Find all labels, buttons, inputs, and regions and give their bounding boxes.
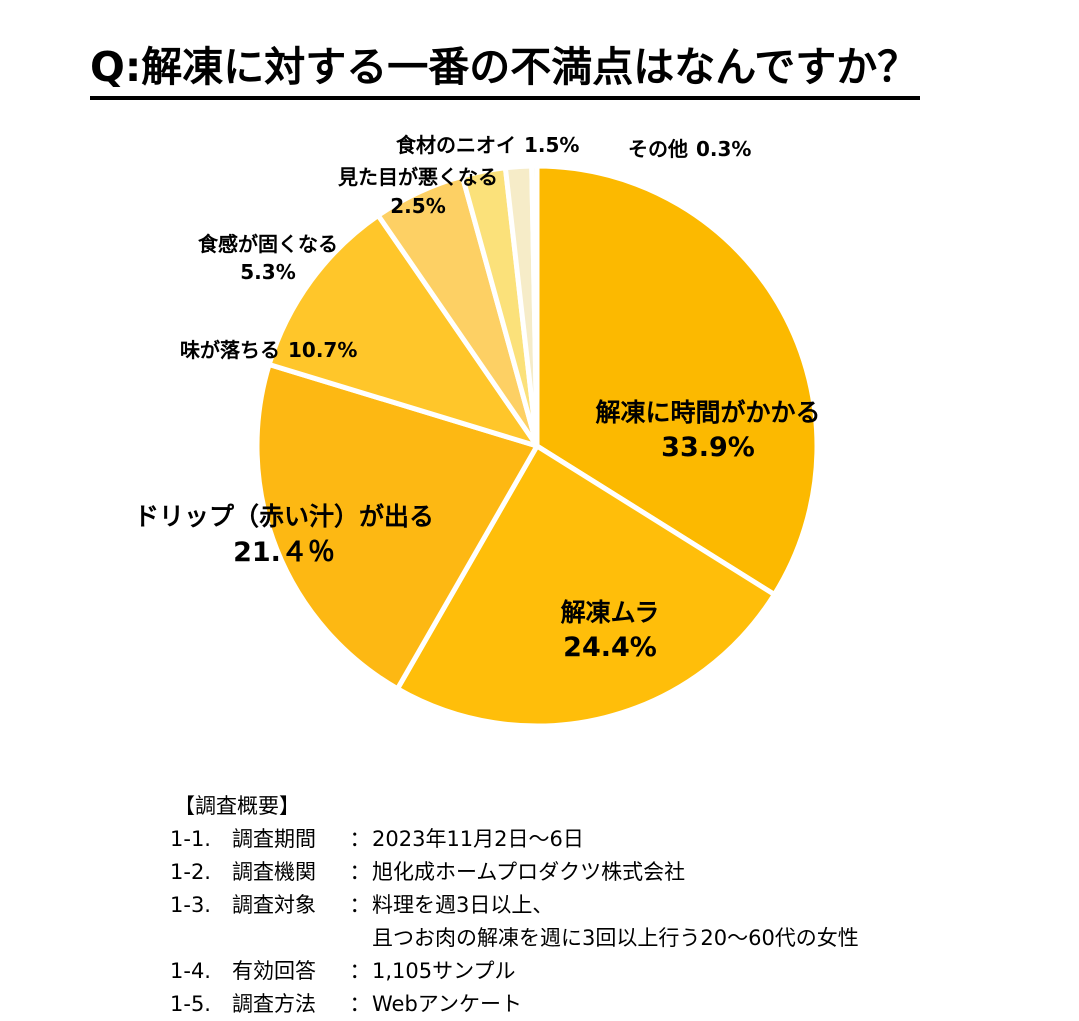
survey-row-organization: 1-2. 調査機関 ： 旭化成ホームプロダクツ株式会社 bbox=[170, 856, 970, 889]
label-slice-7: 食材のニオイ bbox=[396, 133, 516, 157]
label-slice-6: 見た目が悪くなる bbox=[338, 165, 498, 189]
pie-slice-3 bbox=[254, 362, 540, 692]
survey-row-num: 1-1. bbox=[170, 827, 211, 851]
value-slice-4: 10.7% bbox=[288, 338, 357, 362]
pie-chart: 解凍に時間がかかる 33.9% 解凍ムラ 24.4% ドリップ（赤い汁）が出る … bbox=[133, 133, 821, 729]
value-slice-3: 21.４％ bbox=[233, 537, 335, 568]
survey-row-responses: 1-4. 有効回答 ： 1,105サンプル bbox=[170, 955, 970, 988]
survey-row-value: 1,105サンプル bbox=[372, 959, 516, 983]
survey-row-colon: ： bbox=[349, 992, 371, 1016]
value-slice-2: 24.4% bbox=[563, 632, 657, 663]
label-slice-5: 食感が固くなる bbox=[198, 232, 338, 256]
survey-row-value: Webアンケート bbox=[372, 992, 522, 1016]
survey-heading: 【調査概要】 bbox=[174, 794, 300, 818]
pie-slice-8 bbox=[529, 163, 540, 449]
survey-row-colon: ： bbox=[349, 827, 371, 851]
survey-row-colon: ： bbox=[349, 959, 371, 983]
survey-row-period: 1-1. 調査期間 ： 2023年11月2日～6日 bbox=[170, 823, 970, 856]
survey-row-value: 旭化成ホームプロダクツ株式会社 bbox=[372, 860, 686, 884]
label-slice-3: ドリップ（赤い汁）が出る bbox=[134, 502, 434, 531]
survey-summary: 【調査概要】 1-1. 調査期間 ： 2023年11月2日～6日 1-2. 調査… bbox=[170, 790, 970, 1021]
survey-row-value: 料理を週3日以上、 bbox=[372, 893, 554, 917]
value-slice-8: 0.3% bbox=[696, 137, 751, 161]
value-slice-5: 5.3% bbox=[240, 260, 295, 284]
survey-row-colon: ： bbox=[349, 860, 371, 884]
pie-slice-2 bbox=[395, 443, 777, 729]
value-slice-1: 33.9% bbox=[661, 432, 755, 463]
chart-title: Q:解凍に対する一番の不満点はなんですか？ bbox=[90, 40, 920, 100]
pie-slice-4 bbox=[266, 212, 540, 449]
value-slice-6: 2.5% bbox=[390, 194, 445, 218]
survey-row-key: 調査対象 bbox=[232, 893, 316, 917]
survey-row-target-continued: 且つお肉の解凍を週に3回以上行う20～60代の女性 bbox=[372, 926, 859, 950]
survey-row-num: 1-2. bbox=[170, 860, 211, 884]
label-slice-4: 味が落ちる bbox=[180, 338, 280, 362]
survey-row-colon: ： bbox=[349, 893, 371, 917]
label-slice-8: その他 bbox=[628, 137, 688, 161]
survey-row-key: 調査期間 bbox=[232, 827, 316, 851]
survey-row-target: 1-3. 調査対象 ： 料理を週3日以上、 bbox=[170, 889, 970, 922]
survey-row-key: 調査方法 bbox=[232, 992, 316, 1016]
survey-row-key: 調査機関 bbox=[232, 860, 316, 884]
survey-row-num: 1-5. bbox=[170, 992, 211, 1016]
label-slice-2: 解凍ムラ bbox=[561, 598, 660, 627]
value-slice-7: 1.5% bbox=[524, 133, 579, 157]
survey-row-num: 1-3. bbox=[170, 893, 211, 917]
survey-row-key: 有効回答 bbox=[232, 959, 316, 983]
label-slice-1: 解凍に時間がかかる bbox=[595, 398, 820, 427]
survey-row-value: 2023年11月2日～6日 bbox=[372, 827, 584, 851]
survey-row-method: 1-5. 調査方法 ： Webアンケート bbox=[170, 988, 970, 1021]
survey-row-num: 1-4. bbox=[170, 959, 211, 983]
